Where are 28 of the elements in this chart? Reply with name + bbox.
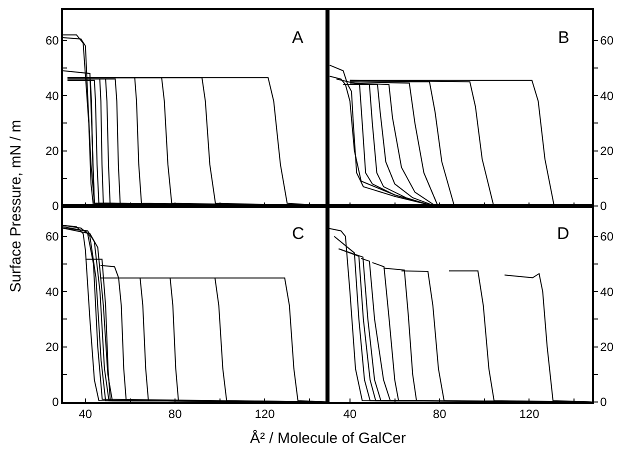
y-tick-label: 60 xyxy=(600,34,614,48)
y-tick-label: 40 xyxy=(45,88,60,103)
y-tick-label: 60 xyxy=(45,34,60,48)
y-tick-label: 20 xyxy=(45,340,60,354)
text: D xyxy=(557,224,570,243)
text: A xyxy=(292,28,304,47)
y-tick-label: 0 xyxy=(52,199,60,214)
x-axis-title: Å² / Molecule of GalCer xyxy=(250,429,406,447)
y-tick-label: 0 xyxy=(600,199,608,214)
x-tick-label: 120 xyxy=(519,407,540,422)
x-tick-label: 80 xyxy=(432,407,447,422)
y-tick-label: 40 xyxy=(600,284,614,299)
y-tick-label: 40 xyxy=(600,88,614,103)
y-tick-label: 20 xyxy=(600,340,614,354)
y-tick-label: 40 xyxy=(45,284,60,299)
x-tick-label: 120 xyxy=(254,407,276,422)
y-tick-label: 0 xyxy=(600,395,608,410)
y-tick-label: 20 xyxy=(45,144,60,158)
text: C xyxy=(292,224,304,243)
x-tick-label: 40 xyxy=(78,407,92,422)
y-tick-label: 60 xyxy=(45,230,60,244)
y-tick-label: 60 xyxy=(600,230,614,244)
y-axis-title: Surface Pressure, mN / m xyxy=(7,120,24,292)
y-tick-label: 0 xyxy=(52,395,60,410)
x-tick-label: 80 xyxy=(168,407,182,422)
x-tick-label: 40 xyxy=(343,407,357,422)
text: B xyxy=(558,28,570,47)
y-tick-label: 20 xyxy=(600,144,614,158)
